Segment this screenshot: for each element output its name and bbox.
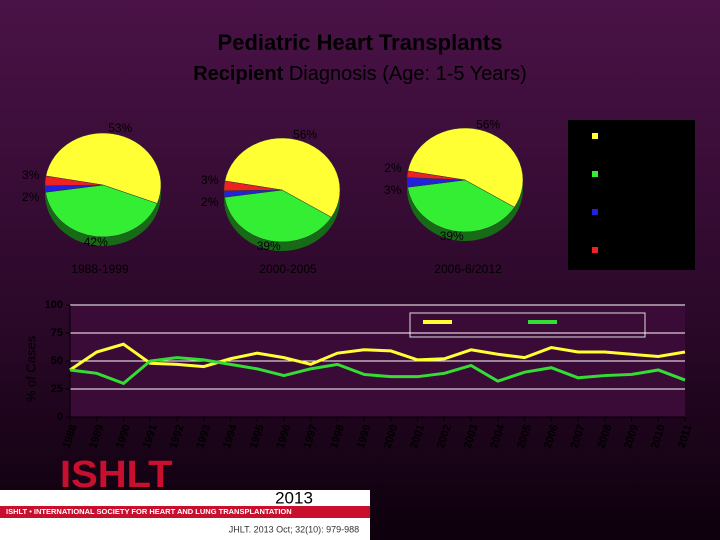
pie-label: 2%: [22, 190, 40, 204]
pie-title: 1988-1999: [71, 262, 129, 276]
pie-label: 39%: [257, 239, 281, 253]
y-tick-label: 50: [51, 355, 63, 367]
pie-label: 2%: [201, 195, 219, 209]
footer-band: [0, 506, 370, 518]
pie-slice: [224, 137, 341, 218]
y-tick-label: 0: [57, 411, 63, 423]
footer-year: 2013: [275, 488, 313, 507]
title: Pediatric Heart Transplants: [218, 30, 503, 55]
pie-title: 2000-2005: [259, 262, 317, 276]
title: Recipient Diagnosis (Age: 1-5 Years): [193, 63, 527, 85]
footer-logo: ISHLT: [60, 454, 173, 496]
title-bold: Recipient: [193, 63, 283, 85]
pie-slice: [44, 175, 104, 186]
pie-title: 2006-6/2012: [434, 262, 502, 276]
y-tick-label: 100: [45, 299, 63, 311]
legend-swatch: [592, 247, 598, 253]
series-line: [69, 342, 686, 372]
footer-society: ISHLT • INTERNATIONAL SOCIETY FOR HEART …: [6, 507, 292, 516]
pie-label: 3%: [201, 173, 219, 187]
pie-slice: [223, 180, 283, 191]
title-rest: Diagnosis (Age: 1-5 Years): [289, 63, 527, 85]
pie-label: 2%: [384, 161, 402, 175]
pie-slice: [406, 170, 466, 181]
footer-citation: JHLT. 2013 Oct; 32(10): 979-988: [229, 524, 359, 534]
legend-swatch: [592, 209, 598, 215]
y-tick-label: 25: [51, 383, 63, 395]
pie-label: 53%: [108, 121, 132, 135]
y-axis-label: % of Cases: [23, 335, 38, 402]
legend-swatch: [592, 171, 598, 177]
pie-label: 3%: [22, 168, 40, 182]
pie-slice: [407, 179, 515, 233]
y-tick-label: 75: [51, 327, 63, 339]
pie-slice: [224, 189, 332, 243]
pie-legend-box: [568, 120, 695, 270]
pie-slice: [45, 132, 162, 204]
pie-label: 3%: [384, 183, 402, 197]
legend-swatch: [592, 133, 598, 139]
pie-slice: [45, 184, 158, 238]
series-line: [69, 356, 686, 386]
pie-label: 56%: [293, 128, 317, 142]
pie-slice: [407, 127, 524, 208]
pie-label: 42%: [84, 235, 108, 249]
pie-label: 39%: [440, 229, 464, 243]
pie-label: 56%: [476, 118, 500, 132]
